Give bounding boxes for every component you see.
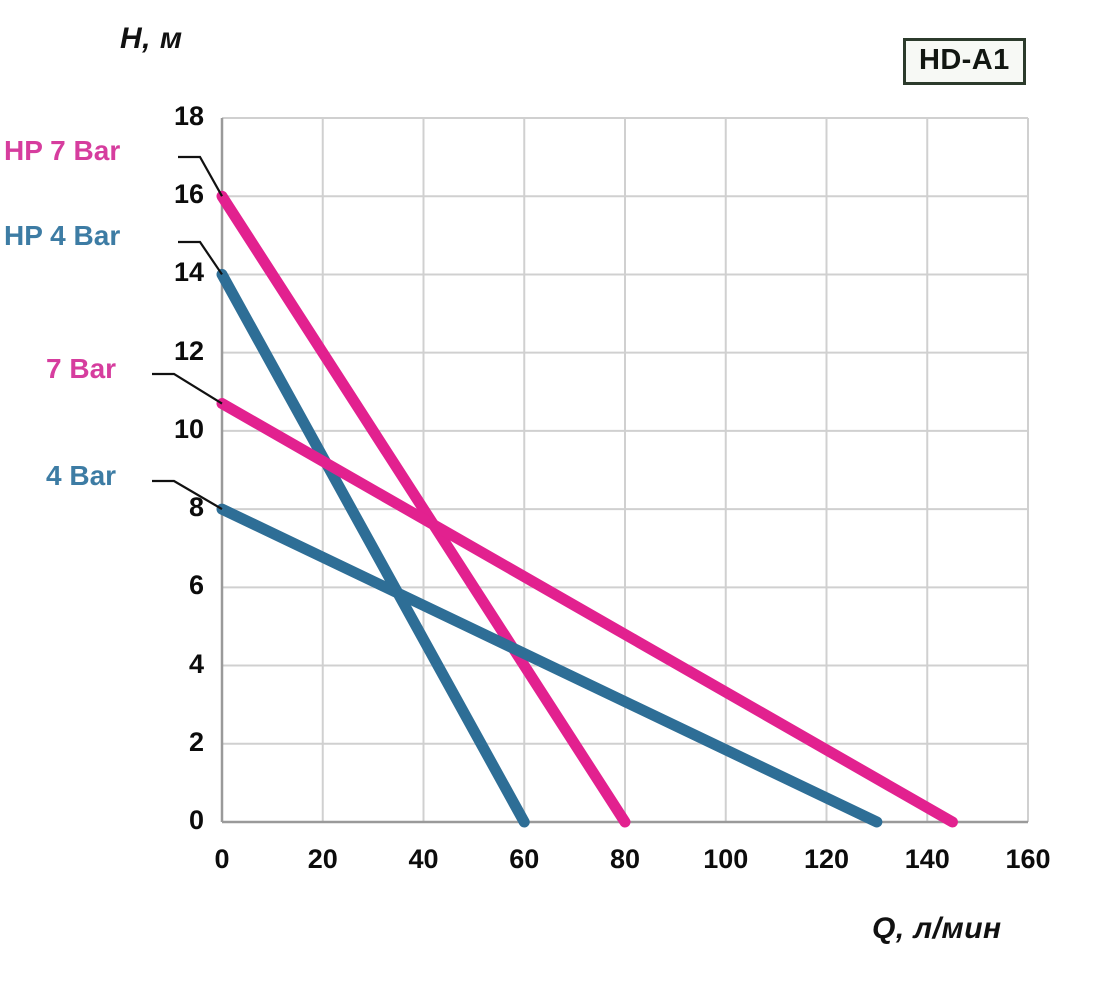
- series-line-hp-7-bar: [216, 190, 631, 828]
- y-axis-title: H, м: [120, 22, 183, 55]
- y-tick-label: 14: [173, 257, 204, 288]
- y-tick-label: 10: [173, 413, 204, 444]
- series-label-4-bar: 4 Bar: [46, 460, 117, 491]
- x-tick-label: 100: [703, 844, 749, 874]
- x-tick-label: 160: [1005, 844, 1051, 874]
- y-tick-label: 16: [173, 179, 204, 210]
- y-tick-label: 4: [188, 648, 204, 679]
- leader-line: [152, 372, 223, 405]
- series-line-7-bar: [216, 398, 958, 828]
- series-line-4-bar: [216, 503, 883, 828]
- series-label-hp-7-bar: HP 7 Bar: [4, 135, 121, 166]
- y-tick-label: 6: [188, 570, 204, 601]
- series-layer: [216, 190, 958, 828]
- y-tick-label: 2: [188, 726, 204, 757]
- x-tick-label: 60: [509, 844, 540, 874]
- y-tick-label: 8: [188, 492, 204, 523]
- series-line-hp-4-bar: [216, 268, 530, 828]
- x-tick-label: 40: [408, 844, 439, 874]
- x-tick-label: 120: [803, 844, 850, 874]
- series-label-7-bar: 7 Bar: [46, 353, 117, 384]
- leader-line: [152, 479, 223, 511]
- series-label-hp-4-bar: HP 4 Bar: [4, 220, 121, 251]
- x-tick-label: 20: [307, 844, 338, 874]
- leader-line-layer: [152, 155, 223, 511]
- x-tick-label: 140: [904, 844, 950, 874]
- model-badge: HD-A1: [903, 38, 1026, 85]
- x-tick-label: 80: [609, 844, 641, 874]
- leader-line: [178, 240, 223, 276]
- leader-line: [178, 155, 223, 197]
- y-tick-label: 12: [173, 335, 204, 366]
- y-tick-label: 18: [173, 101, 204, 131]
- x-axis-title: Q, л/мин: [872, 912, 1002, 945]
- x-tick-label: 0: [214, 844, 230, 874]
- y-tick-label: 0: [188, 805, 204, 835]
